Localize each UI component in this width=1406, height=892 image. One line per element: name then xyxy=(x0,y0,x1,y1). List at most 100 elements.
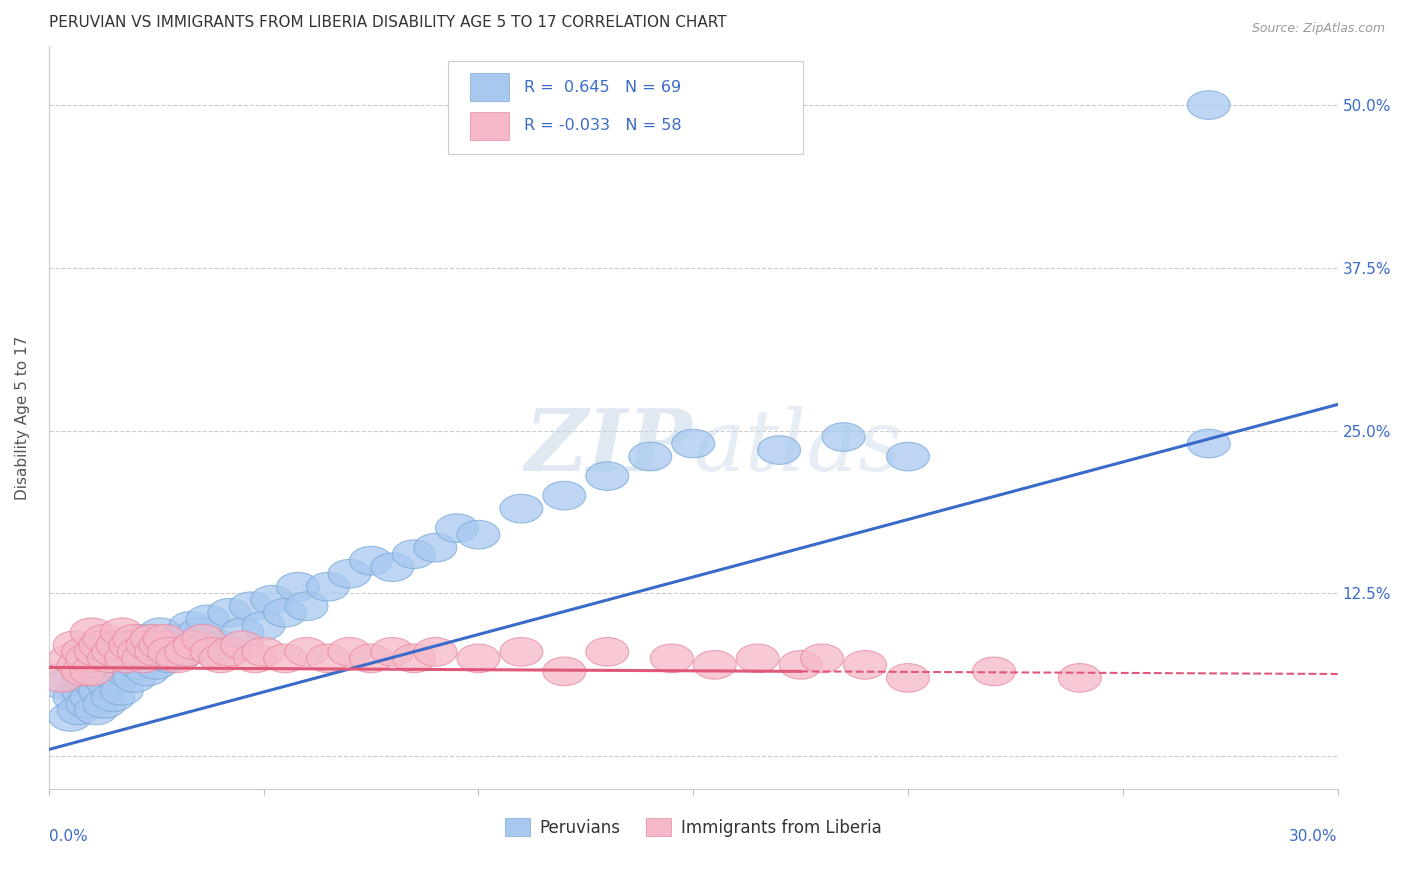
Ellipse shape xyxy=(127,631,169,660)
Ellipse shape xyxy=(91,638,135,666)
Ellipse shape xyxy=(1187,91,1230,120)
Ellipse shape xyxy=(263,644,307,673)
Ellipse shape xyxy=(58,650,100,679)
Ellipse shape xyxy=(104,644,148,673)
Ellipse shape xyxy=(413,638,457,666)
Ellipse shape xyxy=(131,624,173,653)
Ellipse shape xyxy=(41,670,83,698)
Ellipse shape xyxy=(139,631,181,660)
Ellipse shape xyxy=(221,618,263,647)
Ellipse shape xyxy=(371,553,413,582)
Ellipse shape xyxy=(118,650,160,679)
Ellipse shape xyxy=(221,631,263,660)
Ellipse shape xyxy=(156,644,200,673)
Ellipse shape xyxy=(200,644,242,673)
Ellipse shape xyxy=(131,638,173,666)
Ellipse shape xyxy=(392,540,436,568)
Ellipse shape xyxy=(350,547,392,575)
Text: Source: ZipAtlas.com: Source: ZipAtlas.com xyxy=(1251,22,1385,36)
Ellipse shape xyxy=(586,638,628,666)
Ellipse shape xyxy=(100,618,143,647)
FancyBboxPatch shape xyxy=(470,73,509,102)
Ellipse shape xyxy=(135,650,177,679)
Ellipse shape xyxy=(737,644,779,673)
Ellipse shape xyxy=(543,657,586,686)
Ellipse shape xyxy=(148,644,191,673)
Ellipse shape xyxy=(87,670,131,698)
Ellipse shape xyxy=(53,631,96,660)
Ellipse shape xyxy=(543,482,586,510)
Text: R =  0.645   N = 69: R = 0.645 N = 69 xyxy=(524,79,682,95)
Ellipse shape xyxy=(114,624,156,653)
Ellipse shape xyxy=(75,670,118,698)
Ellipse shape xyxy=(242,612,285,640)
Ellipse shape xyxy=(100,676,143,706)
Ellipse shape xyxy=(165,638,208,666)
Ellipse shape xyxy=(49,644,91,673)
Ellipse shape xyxy=(108,631,152,660)
Ellipse shape xyxy=(62,657,104,686)
Ellipse shape xyxy=(586,462,628,491)
Ellipse shape xyxy=(96,664,139,692)
Ellipse shape xyxy=(66,650,108,679)
Ellipse shape xyxy=(83,690,127,718)
Ellipse shape xyxy=(307,573,350,601)
Ellipse shape xyxy=(114,638,156,666)
Ellipse shape xyxy=(75,638,118,666)
Ellipse shape xyxy=(457,520,501,549)
Text: 0.0%: 0.0% xyxy=(49,830,87,845)
Ellipse shape xyxy=(58,696,100,724)
Ellipse shape xyxy=(104,657,148,686)
Ellipse shape xyxy=(87,644,131,673)
Ellipse shape xyxy=(285,638,328,666)
Ellipse shape xyxy=(191,638,233,666)
FancyBboxPatch shape xyxy=(449,62,803,154)
Ellipse shape xyxy=(242,638,285,666)
Ellipse shape xyxy=(263,599,307,627)
Ellipse shape xyxy=(127,657,169,686)
Ellipse shape xyxy=(650,644,693,673)
Ellipse shape xyxy=(53,683,96,712)
Legend: Peruvians, Immigrants from Liberia: Peruvians, Immigrants from Liberia xyxy=(498,812,889,843)
Ellipse shape xyxy=(823,423,865,451)
Ellipse shape xyxy=(208,638,250,666)
Ellipse shape xyxy=(693,650,737,679)
Ellipse shape xyxy=(96,631,139,660)
Y-axis label: Disability Age 5 to 17: Disability Age 5 to 17 xyxy=(15,335,30,500)
Ellipse shape xyxy=(758,435,800,465)
Ellipse shape xyxy=(156,624,200,653)
Ellipse shape xyxy=(973,657,1015,686)
Ellipse shape xyxy=(100,650,143,679)
Ellipse shape xyxy=(233,644,277,673)
Ellipse shape xyxy=(887,664,929,692)
Ellipse shape xyxy=(208,599,250,627)
Ellipse shape xyxy=(87,644,131,673)
Ellipse shape xyxy=(108,644,152,673)
Ellipse shape xyxy=(181,624,225,653)
Ellipse shape xyxy=(672,429,714,458)
Ellipse shape xyxy=(62,664,104,692)
Ellipse shape xyxy=(177,618,221,647)
Text: PERUVIAN VS IMMIGRANTS FROM LIBERIA DISABILITY AGE 5 TO 17 CORRELATION CHART: PERUVIAN VS IMMIGRANTS FROM LIBERIA DISA… xyxy=(49,15,727,30)
Ellipse shape xyxy=(62,638,104,666)
Ellipse shape xyxy=(501,638,543,666)
Ellipse shape xyxy=(122,624,165,653)
Ellipse shape xyxy=(392,644,436,673)
Ellipse shape xyxy=(169,612,212,640)
Text: 30.0%: 30.0% xyxy=(1289,830,1337,845)
Ellipse shape xyxy=(457,644,501,673)
Ellipse shape xyxy=(70,683,114,712)
Ellipse shape xyxy=(104,631,148,660)
Ellipse shape xyxy=(91,657,135,686)
FancyBboxPatch shape xyxy=(470,112,509,140)
Ellipse shape xyxy=(229,592,273,621)
Ellipse shape xyxy=(413,533,457,562)
Ellipse shape xyxy=(844,650,887,679)
Ellipse shape xyxy=(70,657,114,686)
Ellipse shape xyxy=(887,442,929,471)
Ellipse shape xyxy=(186,605,229,633)
Text: R = -0.033   N = 58: R = -0.033 N = 58 xyxy=(524,119,682,133)
Ellipse shape xyxy=(173,631,217,660)
Text: atlas: atlas xyxy=(693,406,903,489)
Ellipse shape xyxy=(79,676,122,706)
